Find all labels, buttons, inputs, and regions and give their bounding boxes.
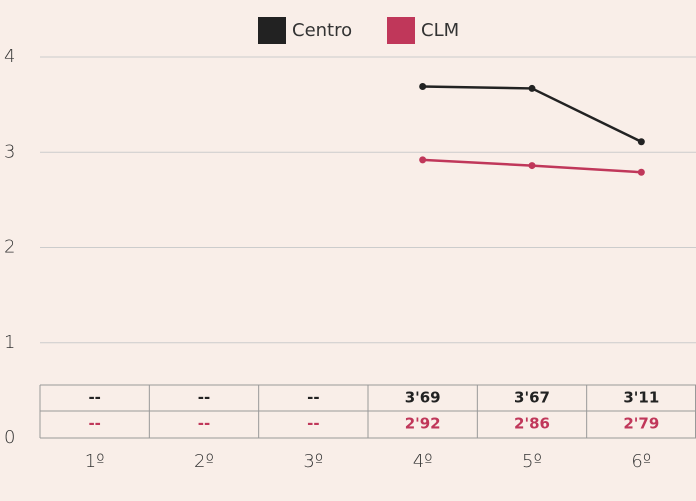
x-tick-label: 5º bbox=[522, 451, 542, 472]
legend-label: Centro bbox=[292, 20, 352, 41]
y-tick-label: 2 bbox=[4, 237, 15, 258]
table-cell: 2'92 bbox=[405, 415, 441, 433]
legend-swatch bbox=[258, 17, 286, 44]
table-cell: -- bbox=[198, 415, 210, 433]
x-tick-label: 4º bbox=[413, 451, 433, 472]
point bbox=[637, 138, 645, 146]
table-cell: -- bbox=[88, 415, 100, 433]
x-tick-label: 3º bbox=[303, 451, 323, 472]
table-cell: -- bbox=[307, 389, 319, 407]
table-cell: -- bbox=[198, 389, 210, 407]
table-cell: 3'69 bbox=[405, 389, 441, 407]
line bbox=[422, 85, 642, 143]
legend-swatch bbox=[387, 17, 415, 44]
legend-label: CLM bbox=[421, 20, 459, 41]
point bbox=[528, 84, 536, 92]
y-tick-label: 1 bbox=[4, 332, 15, 353]
x-tick-label: 1º bbox=[85, 451, 105, 472]
point bbox=[419, 83, 427, 91]
y-tick-label: 3 bbox=[4, 141, 15, 162]
y-tick-label: 0 bbox=[4, 427, 15, 448]
table-cell: 3'11 bbox=[623, 389, 659, 407]
x-tick-label: 6º bbox=[631, 451, 651, 472]
table-cell: -- bbox=[307, 415, 319, 433]
table-cell: 2'86 bbox=[514, 415, 550, 433]
point bbox=[419, 156, 427, 164]
point bbox=[528, 162, 536, 170]
table-cell: 3'67 bbox=[514, 389, 550, 407]
y-tick-label: 4 bbox=[4, 46, 15, 67]
table-cell: -- bbox=[88, 389, 100, 407]
point bbox=[637, 168, 645, 176]
x-tick-label: 2º bbox=[194, 451, 214, 472]
table-cell: 2'79 bbox=[623, 415, 659, 433]
